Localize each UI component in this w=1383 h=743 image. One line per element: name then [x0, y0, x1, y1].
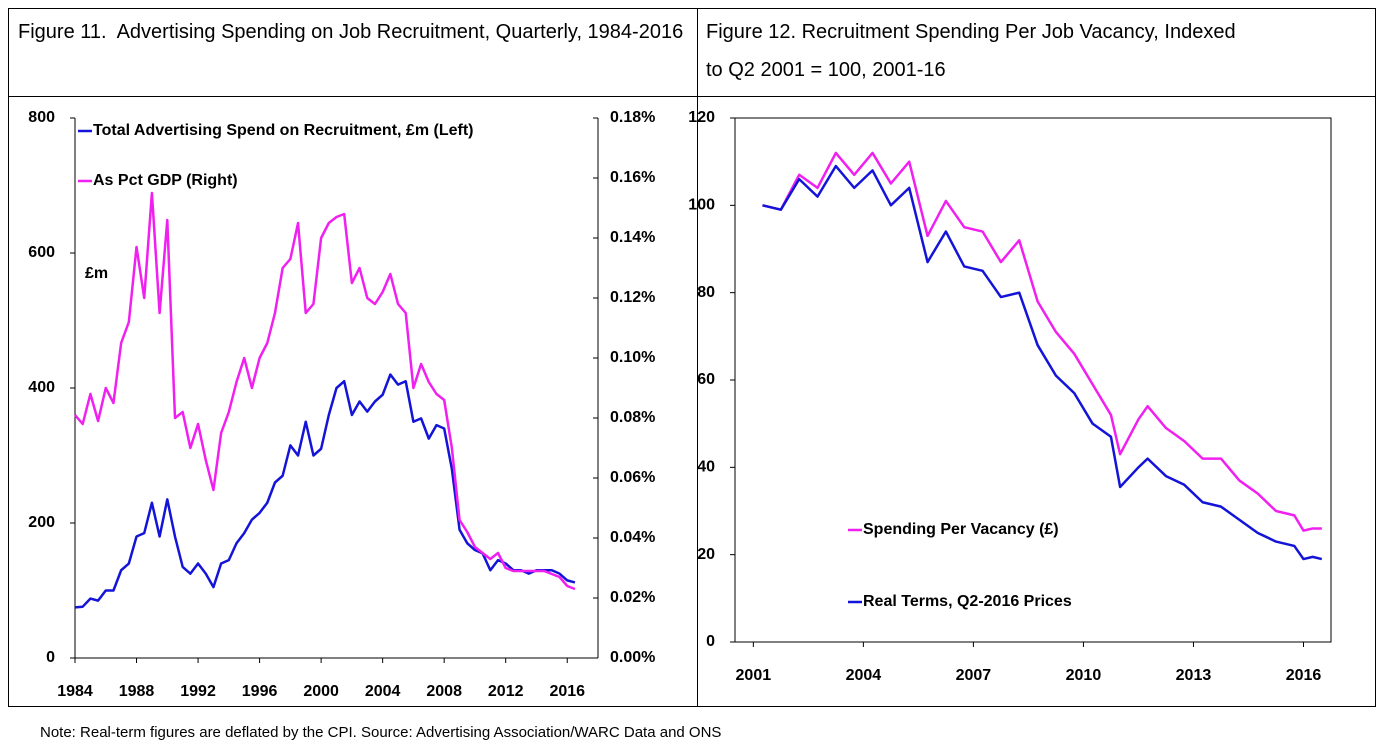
x-tick-label: 2001: [736, 667, 772, 684]
y-tick-label: 120: [688, 109, 715, 126]
x-tick-label: 1984: [57, 683, 93, 700]
x-tick-label: 2016: [549, 683, 585, 700]
y-tick-label: 800: [28, 109, 55, 126]
y2-tick-label: 0.16%: [610, 169, 655, 186]
legend-label: Real Terms, Q2-2016 Prices: [863, 593, 1072, 610]
y2-tick-label: 0.12%: [610, 289, 655, 306]
legend-label: Total Advertising Spend on Recruitment, …: [93, 122, 473, 139]
x-tick-label: 2016: [1286, 667, 1322, 684]
y-tick-label: 200: [28, 514, 55, 531]
y2-tick-label: 0.06%: [610, 469, 655, 486]
y2-tick-label: 0.08%: [610, 409, 655, 426]
x-tick-label: 2013: [1176, 667, 1212, 684]
series-line: [762, 164, 1323, 561]
x-tick-label: 2012: [488, 683, 524, 700]
legend-label: Spending Per Vacancy (£): [863, 521, 1059, 538]
x-tick-label: 2000: [303, 683, 339, 700]
series-line: [74, 373, 576, 609]
series-line: [74, 191, 576, 591]
x-tick-label: 2007: [956, 667, 992, 684]
x-tick-label: 2004: [846, 667, 882, 684]
legend-label: As Pct GDP (Right): [93, 172, 238, 189]
y2-tick-label: 0.00%: [610, 649, 655, 666]
series-line: [762, 151, 1322, 532]
table-border: [8, 8, 1376, 707]
y2-tick-label: 0.14%: [610, 229, 655, 246]
plot-frame: [734, 117, 1332, 643]
y-tick-label: 60: [697, 371, 715, 388]
y-tick-label: 100: [688, 197, 715, 214]
y-tick-label: 20: [697, 546, 715, 563]
y-tick-label: 0: [706, 633, 715, 650]
y2-tick-label: 0.10%: [610, 349, 655, 366]
figure-title: Figure 12. Recruitment Spending Per Job …: [706, 21, 1242, 81]
y-tick-label: 40: [697, 459, 715, 476]
y-tick-label: 600: [28, 244, 55, 261]
x-tick-label: 2008: [426, 683, 462, 700]
y2-tick-label: 0.18%: [610, 109, 655, 126]
y-tick-label: 400: [28, 379, 55, 396]
x-tick-label: 1992: [180, 683, 216, 700]
figure-title: Figure 11. Advertising Spending on Job R…: [18, 21, 684, 43]
y-tick-label: 0: [46, 649, 55, 666]
y-tick-label: 80: [697, 284, 715, 301]
annotation: £m: [85, 265, 108, 282]
note: Note: Real-term figures are deflated by …: [40, 724, 722, 741]
x-tick-label: 1988: [119, 683, 155, 700]
y2-tick-label: 0.02%: [610, 589, 655, 606]
y2-tick-label: 0.04%: [610, 529, 655, 546]
x-tick-label: 2010: [1066, 667, 1102, 684]
x-tick-label: 1996: [242, 683, 278, 700]
x-tick-label: 2004: [365, 683, 401, 700]
